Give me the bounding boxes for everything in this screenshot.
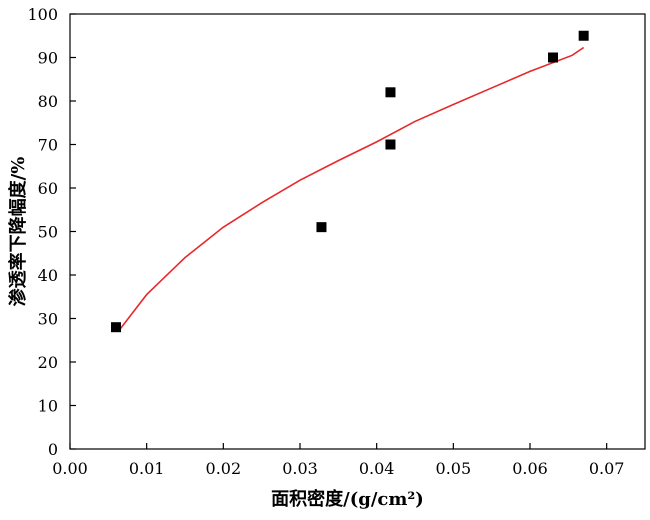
fit-curve xyxy=(119,46,585,330)
points-layer xyxy=(111,30,589,333)
fit-curve-layer xyxy=(119,46,585,330)
x-tick-label: 0.07 xyxy=(589,459,625,478)
y-tick-label: 70 xyxy=(38,136,58,155)
y-tick-label: 80 xyxy=(38,92,58,111)
data-point xyxy=(316,222,327,233)
x-tick-label: 0.06 xyxy=(512,459,548,478)
x-axis-title: 面积密度/(g/cm²) xyxy=(271,488,424,510)
data-point xyxy=(385,87,396,98)
y-tick-label: 60 xyxy=(38,179,58,198)
y-axis-title: 渗透率下降幅度/% xyxy=(7,157,29,307)
data-point xyxy=(111,322,121,333)
y-tick-label: 20 xyxy=(38,353,58,372)
data-point xyxy=(578,30,589,41)
x-tick-label: 0.00 xyxy=(52,459,88,478)
y-tick-label: 30 xyxy=(38,310,58,329)
data-point xyxy=(385,139,396,150)
y-tick-label: 0 xyxy=(48,440,58,459)
labels-layer: 0.00 0.01 0.02 0.03 0.04 0.05 0.06 0.07 0 10 20 30 4… xyxy=(7,5,624,510)
y-tick-label: 40 xyxy=(38,266,58,285)
axes xyxy=(69,13,646,450)
x-tick-label: 0.03 xyxy=(282,459,318,478)
plot-frame xyxy=(69,13,646,450)
y-tick-label: 90 xyxy=(38,49,58,68)
x-tick-label: 0.05 xyxy=(436,459,472,478)
y-tick-label: 50 xyxy=(38,223,58,242)
x-tick-label: 0.02 xyxy=(206,459,242,478)
x-tick-label: 0.04 xyxy=(359,459,395,478)
y-tick-label: 100 xyxy=(27,5,58,24)
y-tick-label: 10 xyxy=(38,397,58,416)
data-point xyxy=(548,52,558,63)
x-tick-label: 0.01 xyxy=(129,459,165,478)
